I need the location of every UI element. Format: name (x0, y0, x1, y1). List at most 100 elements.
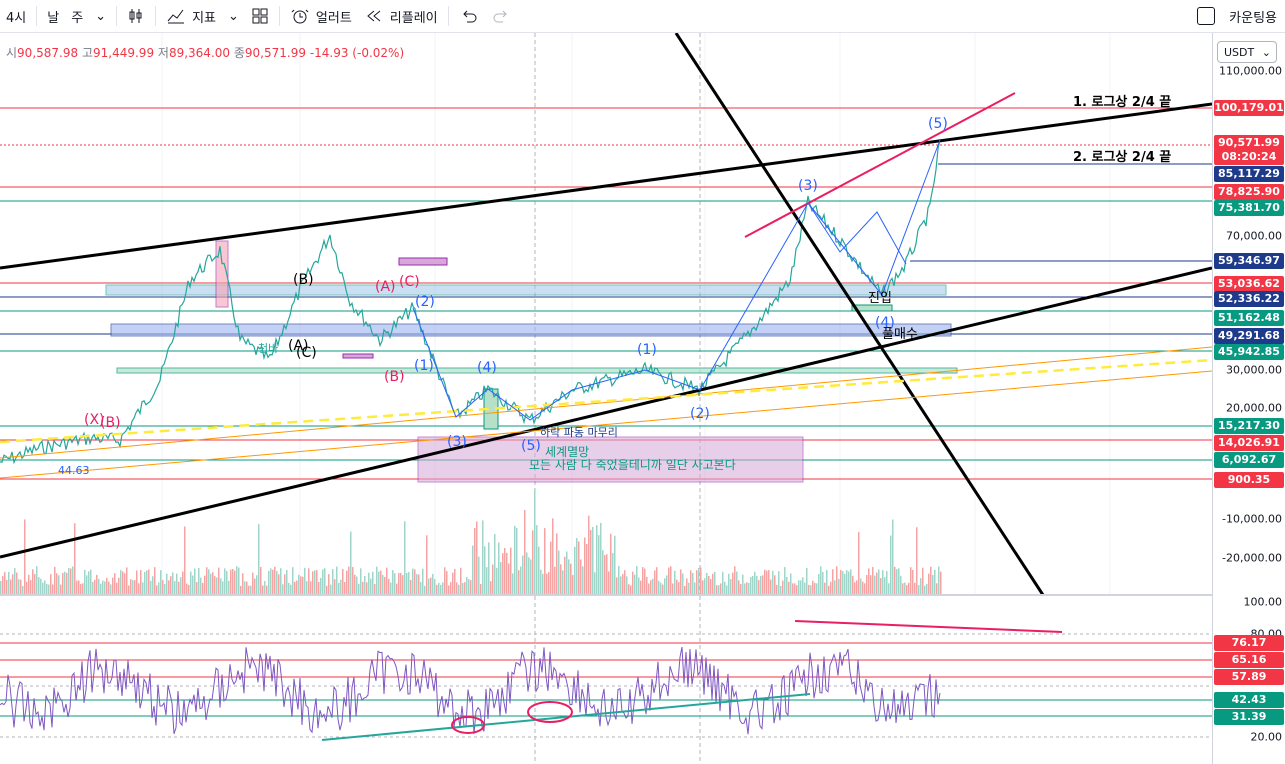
price-chart[interactable]: 1. 로그상 2/4 끝 2. 로그상 2/4 끝 진입 풀매수 세계멸망 모든… (0, 33, 1212, 595)
redo-button[interactable] (485, 0, 517, 32)
volume-bar (584, 537, 586, 594)
volume-bar (728, 573, 730, 594)
volume-bar (840, 570, 842, 594)
chevron-down-icon: ⌄ (95, 8, 107, 24)
volume-bar (110, 584, 112, 594)
volume-bar (732, 572, 734, 594)
period-day-button[interactable]: 날 (41, 0, 65, 32)
volume-bar (506, 552, 508, 594)
volume-bar (826, 570, 828, 594)
rsi-canvas[interactable] (0, 596, 1212, 764)
volume-bar (146, 570, 148, 594)
volume-bar (204, 575, 206, 594)
volume-bar (618, 565, 620, 594)
replay-button[interactable]: 리플레이 (358, 0, 444, 32)
volume-bar (68, 567, 70, 594)
volume-bar (82, 583, 84, 594)
volume-bar (378, 571, 380, 594)
full-buy-annotation: 풀매수 (882, 327, 918, 342)
volume-bar (790, 573, 792, 594)
volume-bar (48, 584, 50, 594)
volume-bar (24, 519, 26, 594)
volume-bar (448, 585, 450, 594)
volume-bar (632, 571, 634, 594)
wave-3-low: (3) (447, 434, 467, 450)
volume-bar (30, 580, 32, 594)
volume-bar (628, 584, 630, 594)
currency-selector[interactable]: USDT ⌄ (1217, 41, 1277, 63)
volume-bar (624, 570, 626, 594)
volume-bar (598, 535, 600, 594)
volume-bar (432, 573, 434, 594)
rsi-label: 65.16 (1214, 652, 1284, 668)
volume-bar (860, 578, 862, 594)
volume-bar (72, 566, 74, 594)
volume-bar (904, 582, 906, 594)
volume-bar (456, 582, 458, 594)
volume-bar (318, 582, 320, 594)
volume-bar (864, 583, 866, 594)
volume-bar (362, 581, 364, 594)
wave-4-top: (4) (875, 315, 895, 331)
volume-bar (656, 567, 658, 594)
volume-bar (604, 555, 606, 594)
volume-bar (758, 580, 760, 594)
volume-bar (198, 567, 200, 594)
volume-bar (868, 568, 870, 594)
volume-bar (526, 552, 528, 594)
volume-bar (76, 580, 78, 594)
countdown-checkbox[interactable] (1197, 7, 1216, 25)
volume-bar (162, 580, 164, 594)
volume-bar (152, 576, 154, 594)
volume-bar (496, 567, 498, 594)
volume-bar (600, 522, 602, 594)
rsi-pane[interactable] (0, 596, 1212, 764)
undo-button[interactable] (453, 0, 485, 32)
volume-bar (412, 568, 414, 594)
volume-bar (666, 575, 668, 594)
volume-bar (636, 566, 638, 594)
volume-bar (290, 584, 292, 594)
volume-bar (738, 580, 740, 594)
volume-bar (164, 584, 166, 594)
volume-bar (736, 571, 738, 594)
volume-bar (592, 526, 594, 594)
layouts-button[interactable] (245, 0, 275, 32)
countdown-toggle[interactable]: 카운팅용 (1197, 0, 1277, 32)
price-chart-canvas[interactable]: 1. 로그상 2/4 끝 2. 로그상 2/4 끝 진입 풀매수 세계멸망 모든… (0, 33, 1212, 595)
volume-bar (308, 568, 310, 594)
volume-bar (302, 576, 304, 594)
price-axis[interactable]: USDT ⌄ 110,000.00 70,000.00 30,000.00 20,000… (1212, 33, 1285, 764)
volume-bar (806, 567, 808, 594)
wave-1-low: (1) (414, 358, 434, 374)
volume-bar (450, 582, 452, 594)
volume-bar (658, 580, 660, 594)
chart-type-button[interactable] (121, 0, 151, 32)
alert-button[interactable]: 얼러트 (284, 0, 358, 32)
indicators-button[interactable]: 지표 (160, 0, 222, 32)
volume-bar (630, 585, 632, 594)
volume-bar (842, 571, 844, 594)
volume-bar (830, 581, 832, 594)
indicators-dropdown[interactable]: ⌄ (222, 0, 245, 32)
volume-bar (340, 579, 342, 594)
period-week-button[interactable]: 주 (65, 0, 89, 32)
period-dropdown[interactable]: ⌄ (89, 0, 112, 32)
wave-b-red-early: (B) (100, 415, 121, 431)
volume-bar (890, 535, 892, 594)
volume-bar (160, 570, 162, 594)
interval-button[interactable]: 4시 (0, 0, 32, 32)
volume-bar (626, 576, 628, 594)
pane-separator[interactable] (0, 594, 1285, 596)
volume-bar (544, 528, 546, 594)
volume-bar (940, 571, 942, 594)
volume-bar (634, 574, 636, 594)
volume-bar (888, 583, 890, 594)
volume-bar (332, 569, 334, 594)
volume-bar (774, 575, 776, 594)
volume-bar (342, 568, 344, 594)
volume-bar (886, 571, 888, 594)
volume-bar (234, 570, 236, 594)
volume-bar (334, 579, 336, 594)
volume-bar (298, 574, 300, 594)
